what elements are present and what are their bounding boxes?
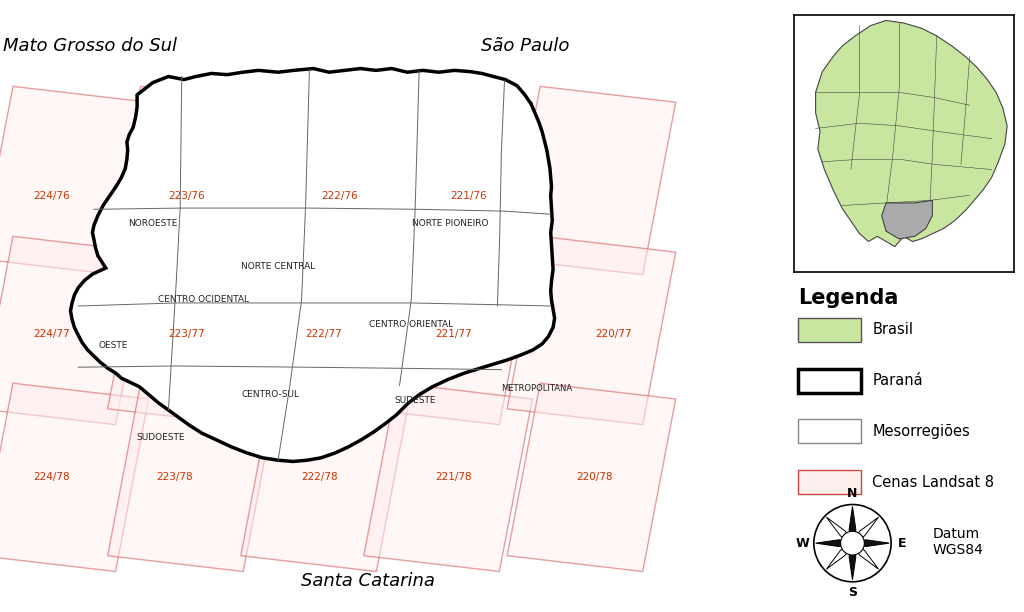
- Polygon shape: [826, 543, 852, 569]
- Text: 224/78: 224/78: [33, 472, 70, 482]
- Text: 223/76: 223/76: [168, 191, 205, 201]
- Polygon shape: [364, 86, 532, 275]
- Text: Brasil: Brasil: [872, 323, 913, 337]
- Text: 220/77: 220/77: [595, 329, 632, 338]
- Text: 222/76: 222/76: [322, 191, 357, 201]
- Bar: [798, 470, 861, 494]
- Text: W: W: [796, 537, 810, 550]
- Polygon shape: [108, 383, 276, 572]
- Text: N: N: [847, 487, 858, 500]
- Bar: [798, 419, 861, 444]
- Text: OESTE: OESTE: [99, 341, 128, 350]
- Text: S: S: [848, 586, 857, 599]
- Bar: [798, 318, 861, 342]
- Polygon shape: [852, 540, 889, 547]
- Text: NORTE CENTRAL: NORTE CENTRAL: [241, 262, 315, 271]
- Text: 221/77: 221/77: [435, 329, 471, 338]
- Polygon shape: [108, 236, 276, 425]
- Text: 223/78: 223/78: [157, 472, 194, 482]
- Polygon shape: [241, 383, 410, 572]
- Text: Cenas Landsat 8: Cenas Landsat 8: [872, 474, 994, 490]
- Text: Legenda: Legenda: [798, 288, 898, 308]
- Polygon shape: [882, 200, 932, 239]
- Text: CENTRO OCIDENTAL: CENTRO OCIDENTAL: [158, 296, 249, 304]
- Polygon shape: [0, 383, 148, 572]
- Polygon shape: [507, 383, 676, 572]
- Text: E: E: [898, 537, 906, 550]
- Polygon shape: [815, 20, 1008, 247]
- Bar: [798, 368, 861, 393]
- Text: Paraná: Paraná: [872, 373, 923, 388]
- Polygon shape: [108, 86, 276, 275]
- Polygon shape: [852, 543, 879, 569]
- Polygon shape: [826, 517, 852, 543]
- Text: 224/77: 224/77: [33, 329, 70, 338]
- Circle shape: [841, 531, 864, 555]
- Polygon shape: [507, 236, 676, 425]
- Text: 222/78: 222/78: [302, 472, 338, 482]
- Polygon shape: [241, 236, 410, 425]
- Polygon shape: [0, 236, 148, 425]
- Polygon shape: [0, 86, 148, 275]
- Text: NORTE PIONEIRO: NORTE PIONEIRO: [413, 219, 488, 228]
- Text: Mato Grosso do Sul: Mato Grosso do Sul: [3, 37, 177, 55]
- Polygon shape: [816, 540, 852, 547]
- Polygon shape: [849, 506, 856, 543]
- Text: 223/77: 223/77: [168, 329, 205, 338]
- Text: METROPOLITANA: METROPOLITANA: [501, 384, 572, 393]
- Text: NOROESTE: NOROESTE: [128, 219, 177, 228]
- Text: 221/76: 221/76: [451, 191, 487, 201]
- Text: 222/77: 222/77: [305, 329, 342, 338]
- Text: 224/76: 224/76: [33, 191, 70, 201]
- Polygon shape: [852, 517, 879, 543]
- Text: 221/78: 221/78: [435, 472, 471, 482]
- Polygon shape: [364, 236, 532, 425]
- Polygon shape: [849, 543, 856, 580]
- Text: Santa Catarina: Santa Catarina: [301, 572, 435, 591]
- Text: Mesorregiões: Mesorregiões: [872, 424, 970, 439]
- Text: São Paulo: São Paulo: [480, 37, 569, 55]
- Text: SUDESTE: SUDESTE: [394, 397, 436, 405]
- Text: CENTRO ORIENTAL: CENTRO ORIENTAL: [370, 320, 454, 329]
- Polygon shape: [364, 383, 532, 572]
- Polygon shape: [507, 86, 676, 275]
- Polygon shape: [71, 69, 555, 461]
- Text: CENTRO-SUL: CENTRO-SUL: [242, 390, 299, 399]
- Text: 220/78: 220/78: [575, 472, 612, 482]
- Polygon shape: [241, 86, 410, 275]
- Text: Datum
WGS84: Datum WGS84: [933, 526, 983, 557]
- Text: SUDOESTE: SUDOESTE: [136, 433, 185, 442]
